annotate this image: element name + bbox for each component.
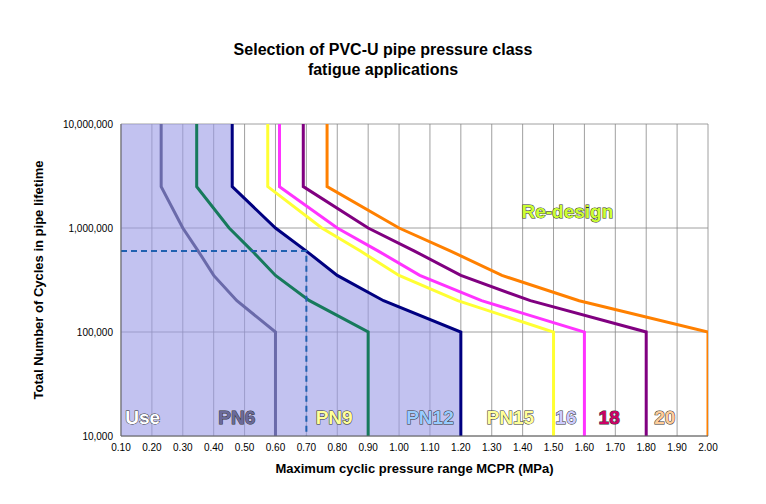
svg-text:1.00: 1.00 bbox=[389, 442, 409, 453]
svg-text:PN6: PN6 bbox=[218, 407, 255, 428]
html-text:Selection of PVC-U pipe pressu: Selection of PVC-U pipe pressure class bbox=[233, 41, 533, 58]
svg-text:0.10: 0.10 bbox=[111, 442, 131, 453]
svg-text:1.20: 1.20 bbox=[451, 442, 471, 453]
svg-text:0.90: 0.90 bbox=[358, 442, 378, 453]
svg-text:0.20: 0.20 bbox=[142, 442, 162, 453]
svg-text:10,000,000: 10,000,000 bbox=[63, 119, 113, 130]
svg-text:1.70: 1.70 bbox=[606, 442, 626, 453]
svg-text:16: 16 bbox=[555, 407, 576, 428]
svg-text:0.50: 0.50 bbox=[235, 442, 255, 453]
svg-text:10,000: 10,000 bbox=[82, 431, 113, 442]
svg-text:PN15: PN15 bbox=[487, 407, 535, 428]
svg-text:1.60: 1.60 bbox=[575, 442, 595, 453]
svg-text:2.00: 2.00 bbox=[698, 442, 718, 453]
svg-text:1.30: 1.30 bbox=[482, 442, 502, 453]
svg-text:1.80: 1.80 bbox=[636, 442, 656, 453]
svg-text:Use: Use bbox=[125, 407, 160, 428]
svg-text:0.40: 0.40 bbox=[204, 442, 224, 453]
svg-text:0.70: 0.70 bbox=[297, 442, 317, 453]
html-text:Maximum cyclic pressure range: Maximum cyclic pressure range MCPR (MPa) bbox=[275, 461, 554, 476]
html-text:fatigue applications: fatigue applications bbox=[307, 61, 459, 78]
svg-text:20: 20 bbox=[654, 407, 675, 428]
svg-text:Re-design: Re-design bbox=[521, 201, 613, 222]
html-text:Total Number of Cycles in pipe: Total Number of Cycles in pipe lifetime bbox=[30, 160, 46, 400]
svg-text:0.60: 0.60 bbox=[266, 442, 286, 453]
svg-text:1.10: 1.10 bbox=[420, 442, 440, 453]
svg-text:1.90: 1.90 bbox=[667, 442, 687, 453]
svg-text:1.40: 1.40 bbox=[513, 442, 533, 453]
svg-text:18: 18 bbox=[599, 407, 620, 428]
svg-text:PN9: PN9 bbox=[316, 407, 353, 428]
svg-text:0.80: 0.80 bbox=[328, 442, 348, 453]
svg-text:1,000,000: 1,000,000 bbox=[69, 223, 114, 234]
svg-text:0.30: 0.30 bbox=[173, 442, 193, 453]
svg-text:100,000: 100,000 bbox=[77, 327, 114, 338]
svg-text:1.50: 1.50 bbox=[544, 442, 564, 453]
svg-text:PN12: PN12 bbox=[406, 407, 454, 428]
